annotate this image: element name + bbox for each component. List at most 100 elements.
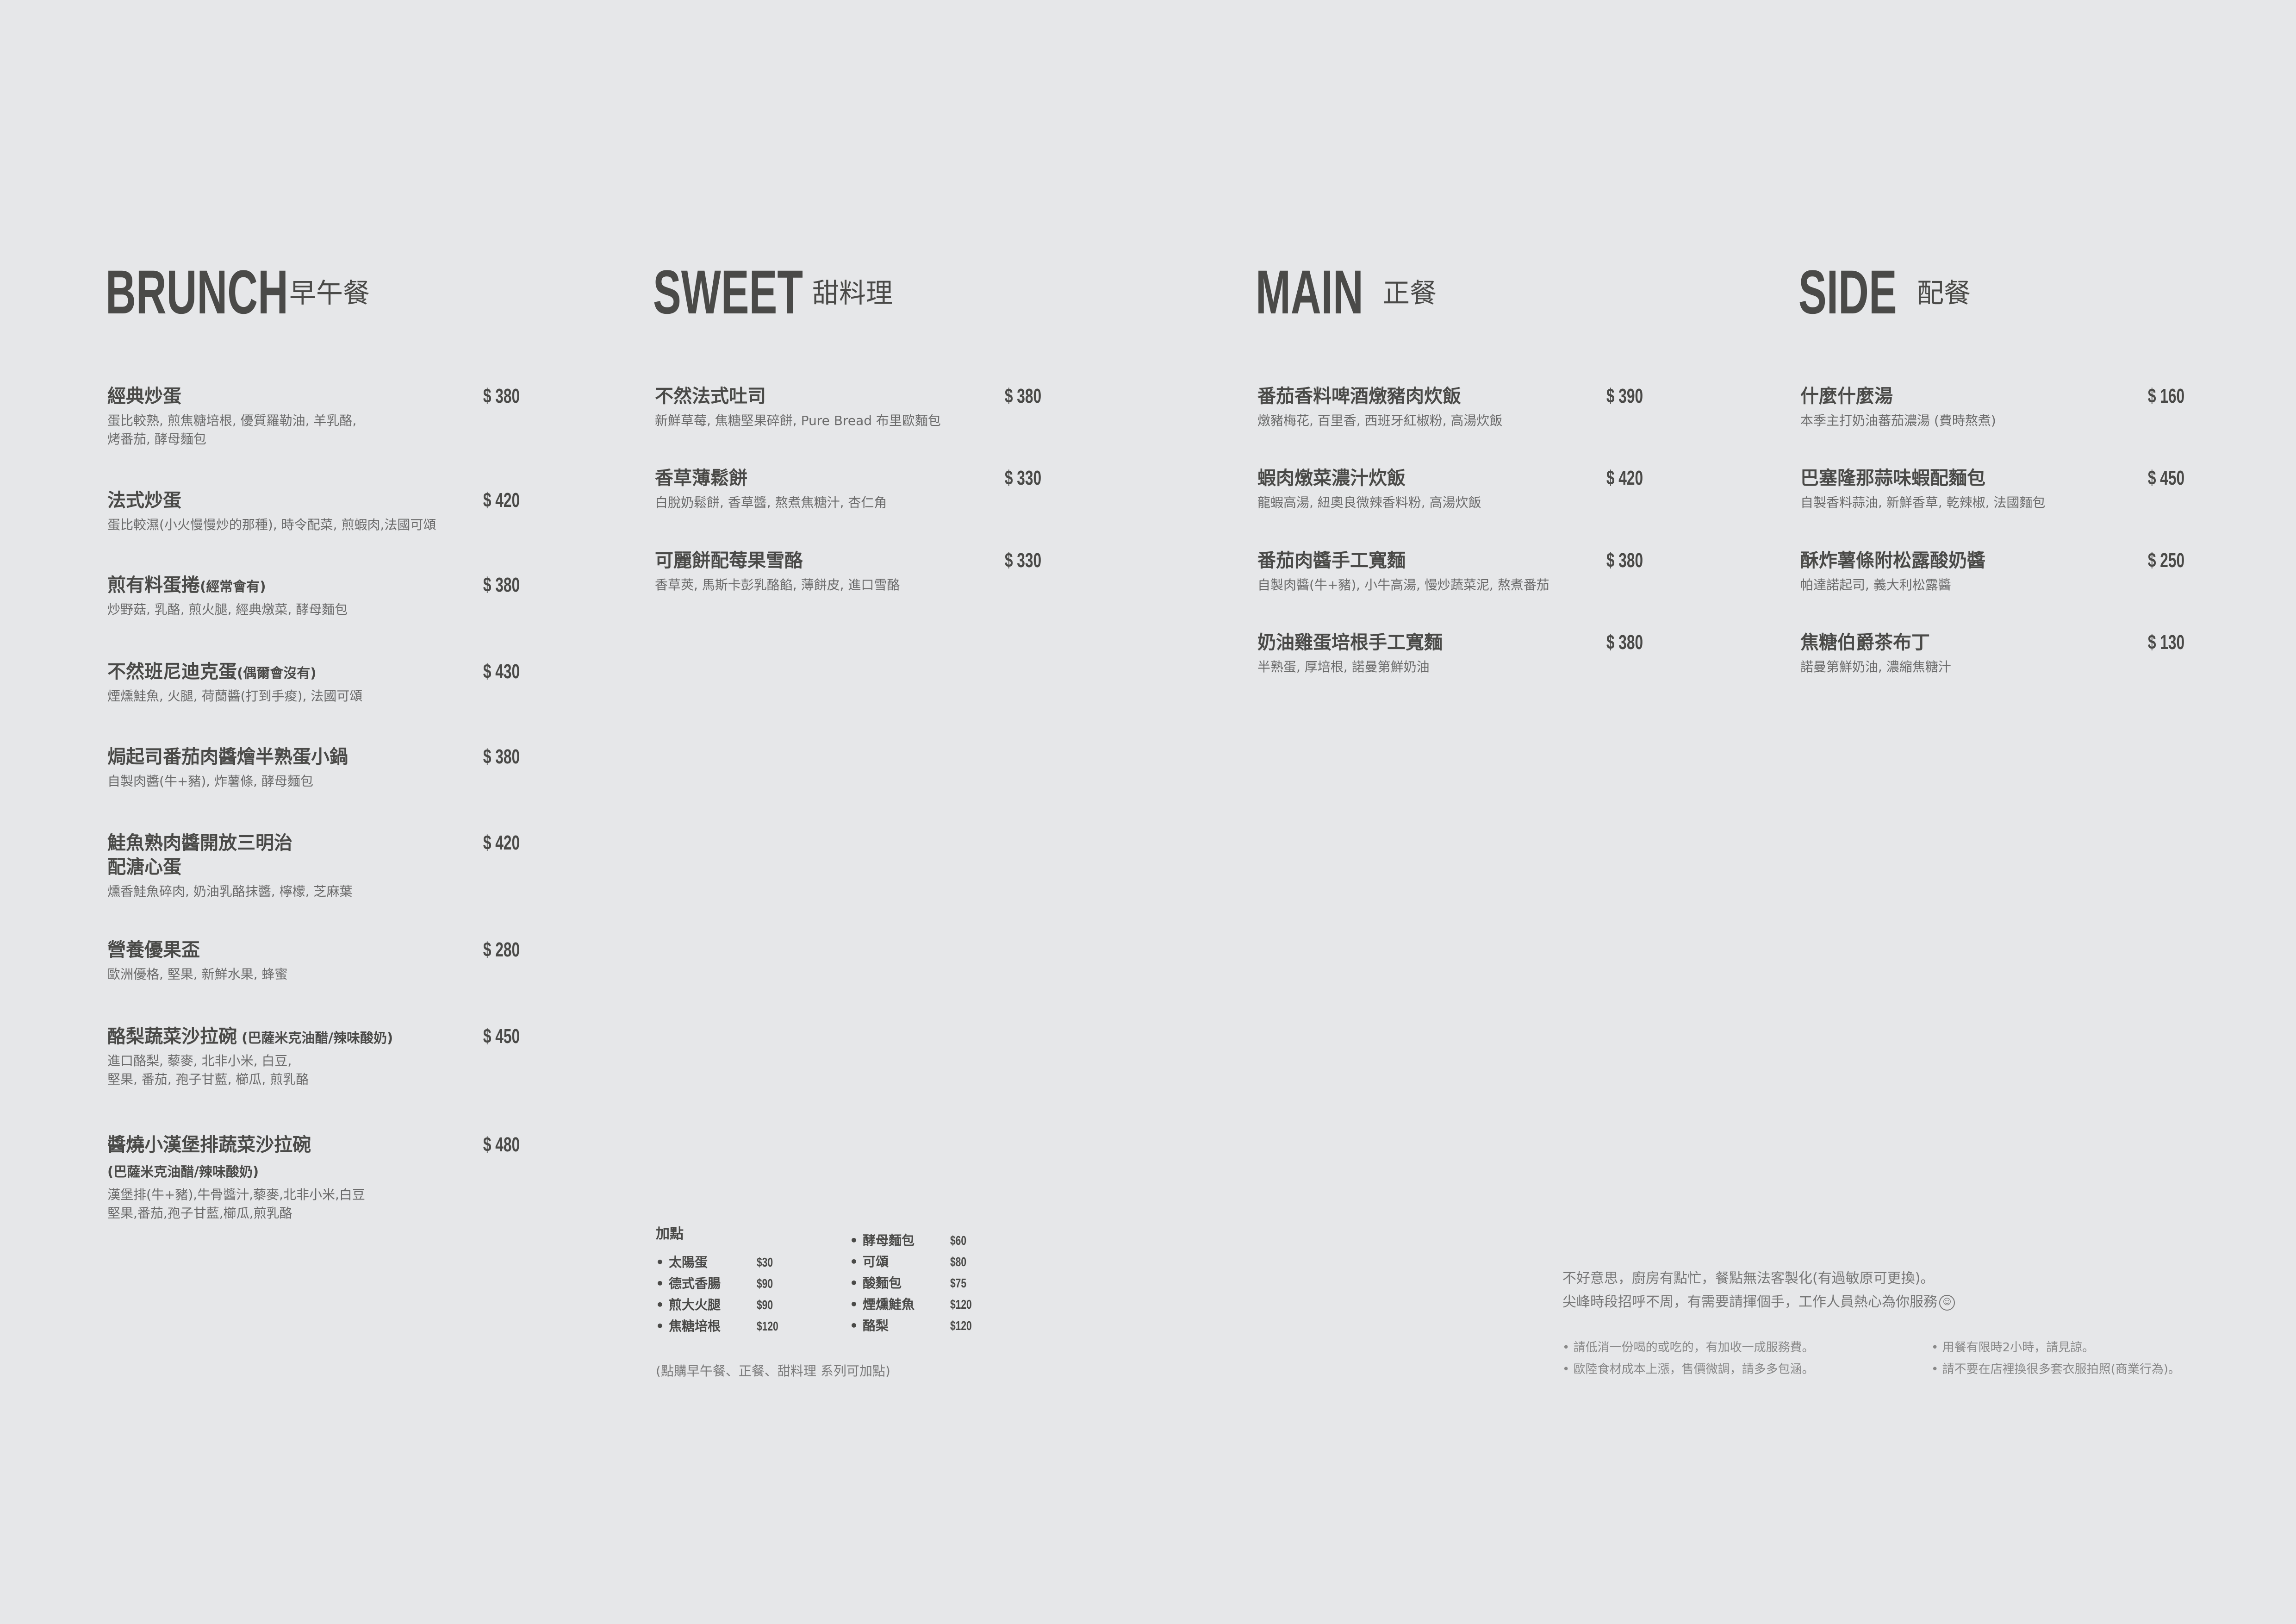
item-name: 醬燒小漢堡排蔬菜沙拉碗 (巴薩米克油醋/辣味酸奶) bbox=[107, 1133, 520, 1184]
item-name: 經典炒蛋 bbox=[107, 384, 520, 410]
notice-line-2: 尖峰時段招呼不周，有需要請揮個手，工作人員熱心為你服務 ☺ bbox=[1562, 1293, 1955, 1312]
item-name: 焦糖伯爵茶布丁 bbox=[1800, 631, 2184, 656]
item-name-text: 奶油雞蛋培根手工寬麵 bbox=[1257, 632, 1443, 653]
menu-item: 焦糖伯爵茶布丁 諾曼第鮮奶油, 濃縮焦糖汁 $ 130 bbox=[1800, 631, 2184, 676]
addon-name: 焦糖培根 bbox=[669, 1318, 721, 1334]
item-name-text: 煎有料蛋捲 bbox=[107, 575, 200, 596]
item-name-text: 經典炒蛋 bbox=[107, 386, 181, 407]
section-title-side: SIDE bbox=[1798, 258, 1897, 327]
addon-item: • 煎大火腿 $90 bbox=[656, 1296, 841, 1314]
menu-item: 煎有料蛋捲(經常會有) 炒野菇, 乳酪, 煎火腿, 經典燉菜, 酵母麵包 $ 3… bbox=[107, 573, 520, 619]
item-name: 酥炸薯條附松露酸奶醬 bbox=[1800, 549, 2184, 574]
rule-item: • 請不要在店裡換很多套衣服拍照(商業行為)。 bbox=[1931, 1360, 2180, 1379]
item-description: 煙燻鮭魚, 火腿, 荷蘭醬(打到手痠), 法國可頌 bbox=[107, 688, 363, 704]
notice-line-1: 不好意思，廚房有點忙，餐點無法客製化(有過敏原可更換)。 bbox=[1562, 1270, 1935, 1287]
bullet-icon: • bbox=[1562, 1362, 1570, 1376]
menu-item: 蝦肉燉菜濃汁炊飯 龍蝦高湯, 紐奧良微辣香料粉, 高湯炊飯 $ 420 bbox=[1257, 466, 1643, 512]
item-note: (巴薩米克油醋/辣味酸奶) bbox=[237, 1030, 393, 1046]
addon-name: 酵母麵包 bbox=[863, 1233, 915, 1248]
item-price: $ 450 bbox=[2147, 467, 2184, 489]
bullet-icon: • bbox=[1931, 1341, 1939, 1355]
item-description: 龍蝦高湯, 紐奧良微辣香料粉, 高湯炊飯 bbox=[1257, 495, 1481, 510]
smiley-face-icon: ☺ bbox=[1939, 1294, 1955, 1311]
addon-item: • 焦糖培根 $120 bbox=[656, 1317, 841, 1336]
item-name-text: 鮭魚熟肉醬開放三明治 配溏心蛋 bbox=[107, 832, 292, 878]
item-description: 燻香鮭魚碎肉, 奶油乳酪抹醬, 檸檬, 芝麻葉 bbox=[107, 884, 353, 899]
menu-item: 什麼什麼湯 本季主打奶油蕃茄濃湯 (費時熬煮) $ 160 bbox=[1800, 384, 2184, 430]
item-name-text: 番茄肉醬手工寬麵 bbox=[1257, 550, 1406, 571]
item-price: $ 430 bbox=[483, 660, 520, 683]
item-price: $ 390 bbox=[1606, 385, 1643, 407]
bullet-icon: • bbox=[1931, 1362, 1939, 1376]
menu-item: 不然班尼迪克蛋(偶爾會沒有) 煙燻鮭魚, 火腿, 荷蘭醬(打到手痠), 法國可頌… bbox=[107, 660, 520, 706]
item-name-text: 可麗餅配莓果雪酪 bbox=[655, 550, 803, 571]
item-note: (偶爾會沒有) bbox=[237, 665, 317, 681]
section-title-brunch: BRUNCH bbox=[106, 258, 288, 327]
menu-item: 可麗餅配莓果雪酪 香草莢, 馬斯卡彭乳酪餡, 薄餅皮, 進口雪酪 $ 330 bbox=[655, 549, 1041, 594]
item-description: 本季主打奶油蕃茄濃湯 (費時熬煮) bbox=[1800, 413, 1996, 428]
item-description: 自製香料蒜油, 新鮮香草, 乾辣椒, 法國麵包 bbox=[1800, 495, 2046, 510]
item-description: 進口酪梨, 藜麥, 北非小米, 白豆, 堅果, 番茄, 孢子甘藍, 櫛瓜, 煎乳… bbox=[107, 1053, 309, 1087]
addon-price: $30 bbox=[757, 1255, 773, 1269]
item-price: $ 420 bbox=[483, 489, 520, 512]
item-name-text: 法式炒蛋 bbox=[107, 490, 181, 511]
item-price: $ 380 bbox=[1004, 385, 1041, 407]
menu-item: 香草薄鬆餅 白脫奶鬆餅, 香草醬, 熬煮焦糖汁, 杏仁角 $ 330 bbox=[655, 466, 1041, 512]
item-price: $ 380 bbox=[1606, 631, 1643, 654]
bullet-icon: • bbox=[656, 1318, 664, 1334]
item-price: $ 330 bbox=[1004, 549, 1041, 572]
notice-line-2-text: 尖峰時段招呼不周，有需要請揮個手，工作人員熱心為你服務 bbox=[1562, 1294, 1937, 1310]
item-name: 奶油雞蛋培根手工寬麵 bbox=[1257, 631, 1643, 656]
item-name-text: 焦糖伯爵茶布丁 bbox=[1800, 632, 1930, 653]
item-description: 蛋比較熟, 煎焦糖培根, 優質羅勒油, 羊乳酪, 烤番茄, 酵母麵包 bbox=[107, 413, 357, 447]
bullet-icon: • bbox=[656, 1255, 664, 1270]
item-price: $ 420 bbox=[483, 831, 520, 854]
addon-name: 煙燻鮭魚 bbox=[863, 1297, 915, 1312]
section-subtitle-main: 正餐 bbox=[1383, 277, 1437, 309]
item-description: 香草莢, 馬斯卡彭乳酪餡, 薄餅皮, 進口雪酪 bbox=[655, 577, 900, 593]
addon-item: • 酵母麵包 $60 bbox=[850, 1231, 1035, 1250]
item-name: 番茄肉醬手工寬麵 bbox=[1257, 549, 1643, 574]
item-name: 焗起司番茄肉醬燴半熟蛋小鍋 bbox=[107, 745, 520, 770]
rule-text: 歐陸食材成本上漲，售價微調，請多多包涵。 bbox=[1573, 1362, 1814, 1376]
addon-item: • 德式香腸 $90 bbox=[656, 1274, 841, 1293]
item-name-text: 醬燒小漢堡排蔬菜沙拉碗 bbox=[107, 1134, 311, 1156]
menu-item: 鮭魚熟肉醬開放三明治 配溏心蛋 燻香鮭魚碎肉, 奶油乳酪抹醬, 檸檬, 芝麻葉 … bbox=[107, 831, 520, 901]
item-description: 新鮮草莓, 焦糖堅果碎餅, Pure Bread 布里歐麵包 bbox=[655, 413, 941, 428]
section-subtitle-brunch: 早午餐 bbox=[289, 277, 370, 309]
item-name-text: 番茄香料啤酒燉豬肉炊飯 bbox=[1257, 386, 1461, 407]
rule-text: 用餐有限時2小時，請見諒。 bbox=[1942, 1341, 2095, 1355]
addon-name: 酸麵包 bbox=[863, 1275, 902, 1291]
item-description: 帕達諾起司, 義大利松露醬 bbox=[1800, 577, 1951, 593]
addon-price: $75 bbox=[950, 1276, 967, 1290]
item-name: 煎有料蛋捲(經常會有) bbox=[107, 573, 520, 599]
item-note: (巴薩米克油醋/辣味酸奶) bbox=[107, 1164, 259, 1180]
addon-price: $120 bbox=[950, 1318, 972, 1333]
addons-footnote: (點購早午餐、正餐、甜料理 系列可加點) bbox=[656, 1363, 890, 1379]
item-price: $ 480 bbox=[483, 1133, 520, 1156]
rule-text: 請不要在店裡換很多套衣服拍照(商業行為)。 bbox=[1942, 1362, 2180, 1376]
menu-item: 酥炸薯條附松露酸奶醬 帕達諾起司, 義大利松露醬 $ 250 bbox=[1800, 549, 2184, 594]
item-price: $ 380 bbox=[483, 745, 520, 768]
bullet-icon: • bbox=[1562, 1341, 1570, 1355]
addon-item: • 酸麵包 $75 bbox=[850, 1274, 1035, 1293]
item-price: $ 380 bbox=[483, 574, 520, 596]
menu-item: 焗起司番茄肉醬燴半熟蛋小鍋 自製肉醬(牛+豬), 炸薯條, 酵母麵包 $ 380 bbox=[107, 745, 520, 791]
item-name-text: 酥炸薯條附松露酸奶醬 bbox=[1800, 550, 1985, 571]
item-name-text: 不然班尼迪克蛋 bbox=[107, 661, 237, 682]
menu-item: 法式炒蛋 蛋比較濕(小火慢慢炒的那種), 時令配菜, 煎蝦肉,法國可頌 $ 42… bbox=[107, 488, 520, 534]
addon-item: • 太陽蛋 $30 bbox=[656, 1253, 841, 1272]
item-description: 白脫奶鬆餅, 香草醬, 熬煮焦糖汁, 杏仁角 bbox=[655, 495, 887, 510]
item-name: 營養優果盃 bbox=[107, 938, 520, 963]
item-description: 炒野菇, 乳酪, 煎火腿, 經典燉菜, 酵母麵包 bbox=[107, 602, 348, 617]
item-name: 番茄香料啤酒燉豬肉炊飯 bbox=[1257, 384, 1643, 410]
item-name-text: 巴塞隆那蒜味蝦配麵包 bbox=[1800, 468, 1985, 489]
item-note: (經常會有) bbox=[200, 579, 266, 594]
bullet-icon: • bbox=[850, 1254, 858, 1269]
addon-name: 德式香腸 bbox=[669, 1276, 721, 1291]
item-description: 半熟蛋, 厚培根, 諾曼第鮮奶油 bbox=[1257, 659, 1430, 675]
addon-name: 可頌 bbox=[863, 1254, 889, 1269]
item-price: $ 420 bbox=[1606, 467, 1643, 489]
item-description: 自製肉醬(牛+豬), 小牛高湯, 慢炒蔬菜泥, 熬煮番茄 bbox=[1257, 577, 1549, 593]
item-price: $ 250 bbox=[2147, 549, 2184, 572]
